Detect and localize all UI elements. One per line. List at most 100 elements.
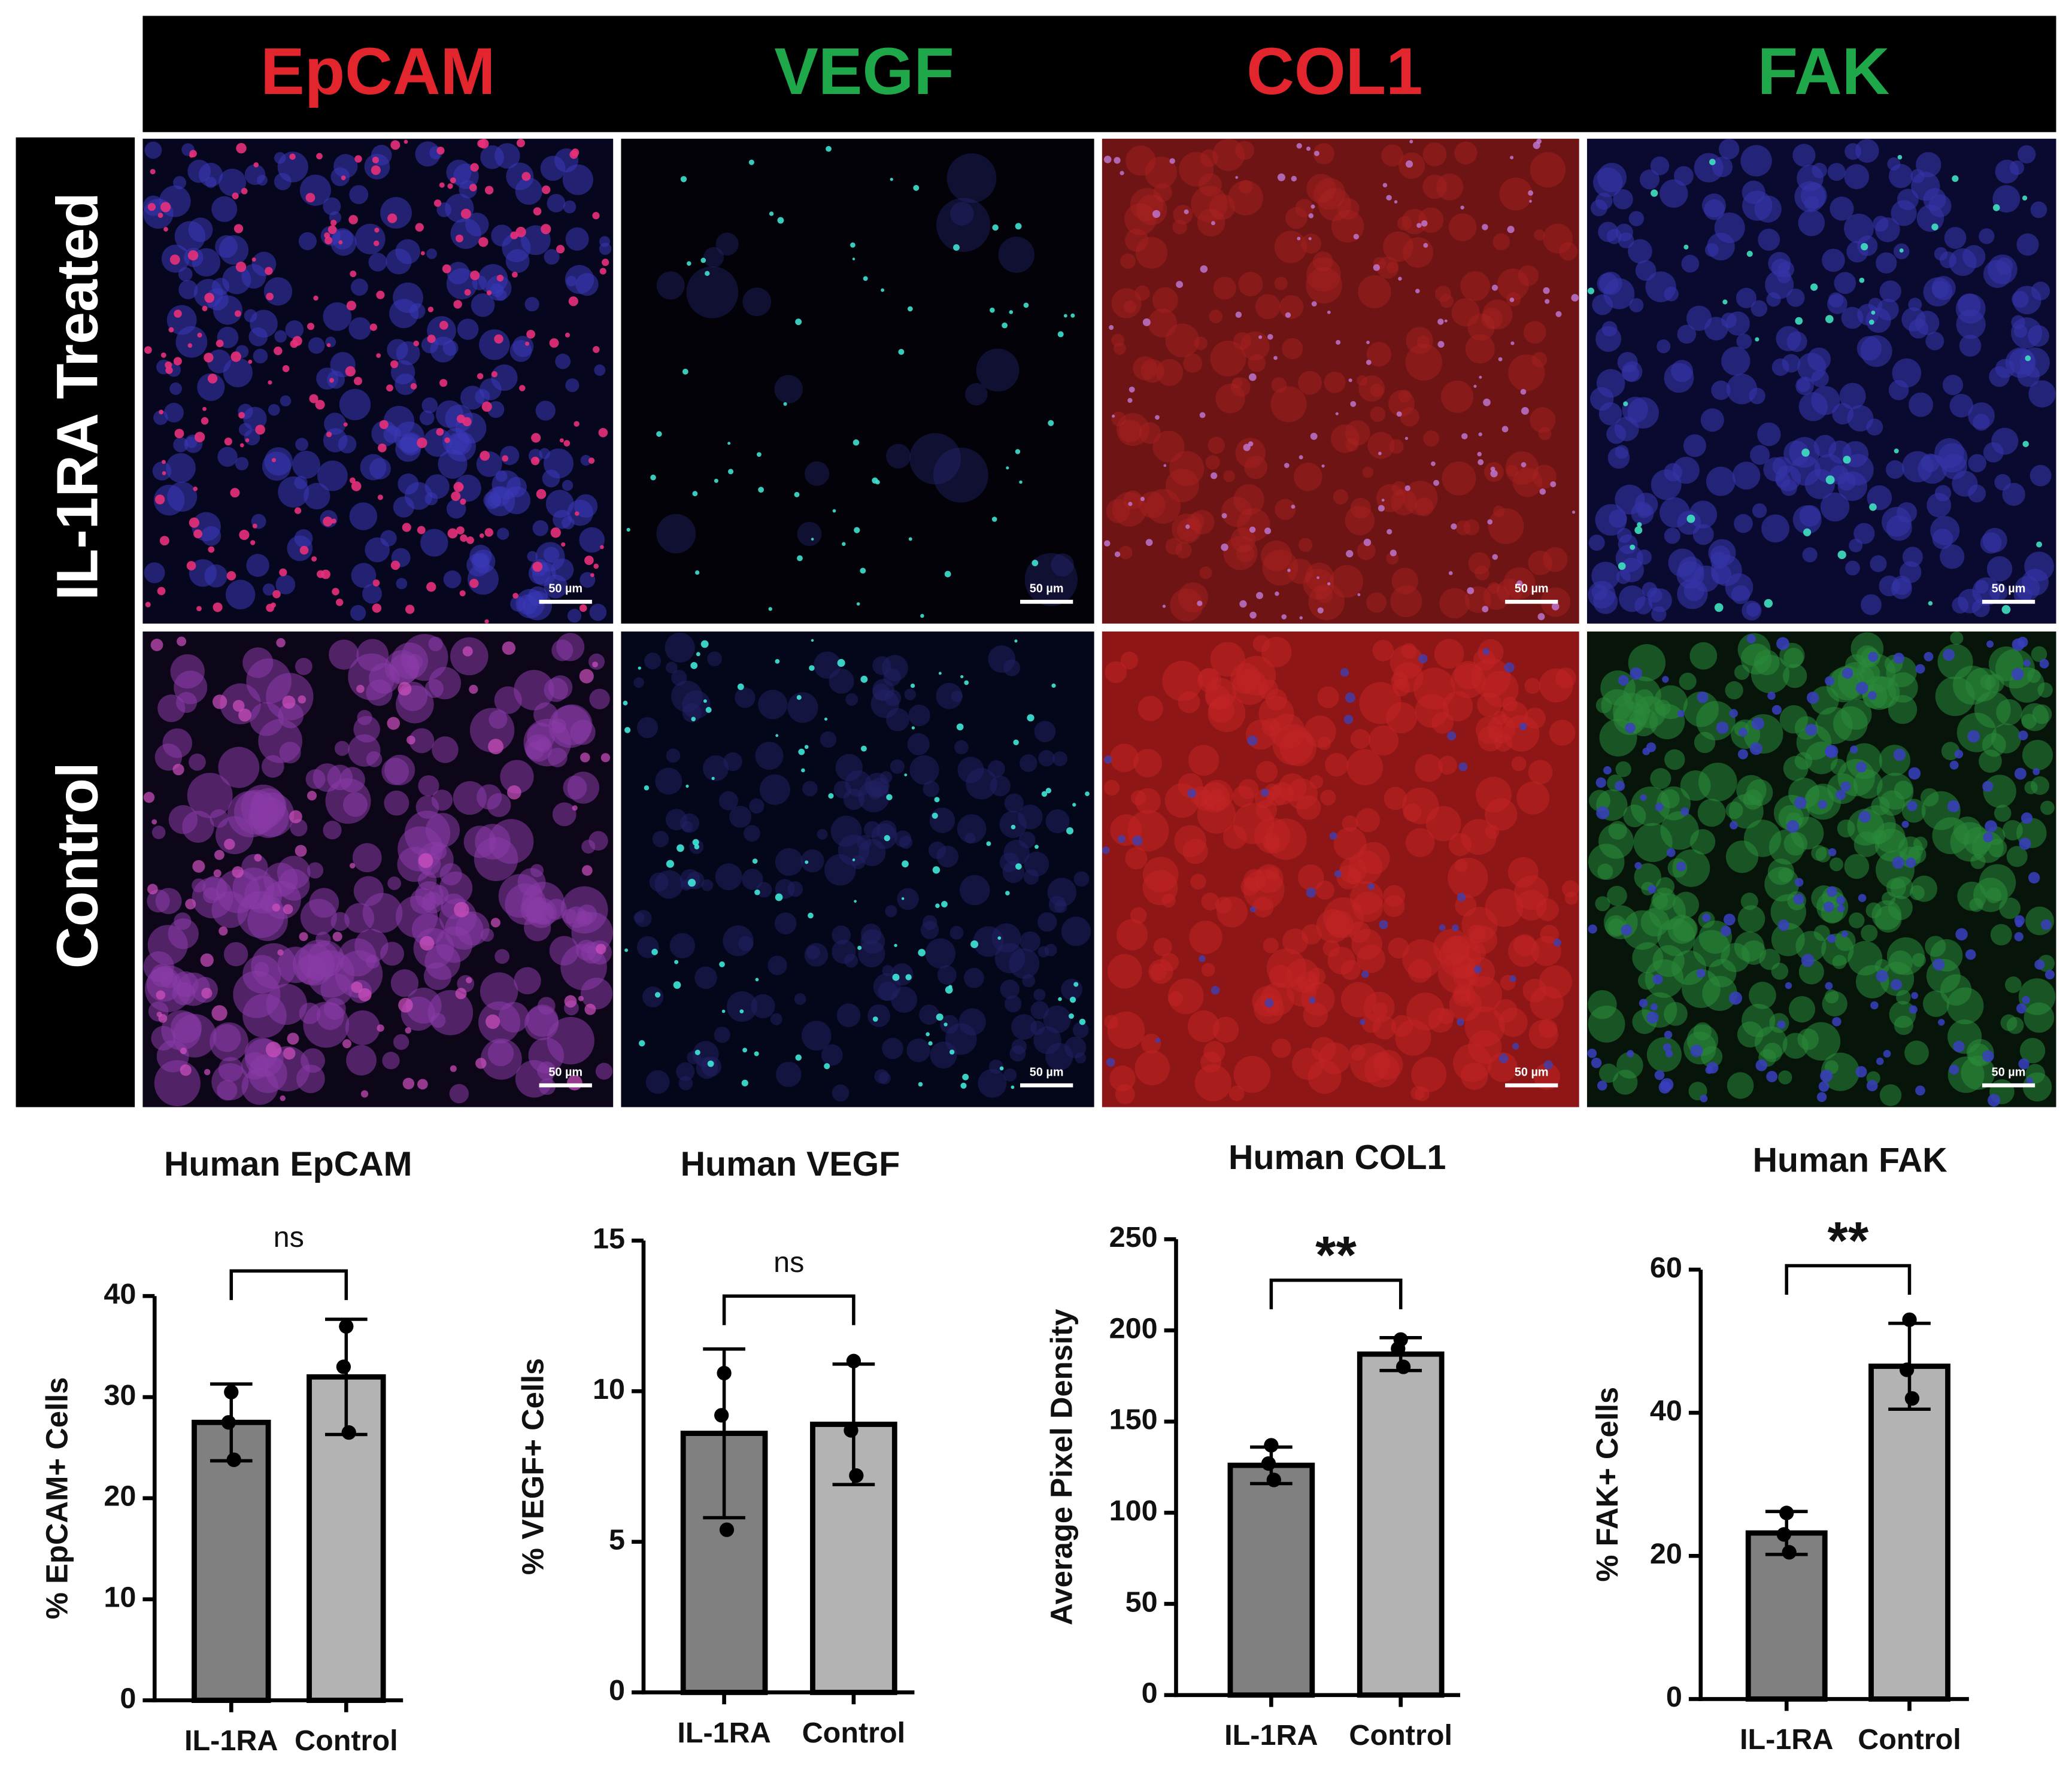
micrograph-texture bbox=[295, 845, 307, 857]
micrograph-texture bbox=[1725, 311, 1750, 336]
micrograph-texture bbox=[1155, 1037, 1161, 1043]
micrograph-texture bbox=[2027, 669, 2041, 684]
micrograph-texture bbox=[1463, 519, 1480, 536]
micrograph-texture bbox=[1778, 1070, 1792, 1085]
micrograph-texture bbox=[692, 491, 698, 497]
micrograph-texture bbox=[2013, 286, 2041, 315]
micrograph-texture bbox=[1655, 877, 1675, 896]
micrograph-texture bbox=[1798, 392, 1828, 421]
micrograph-texture bbox=[1287, 569, 1291, 572]
micrograph-texture bbox=[1771, 358, 1789, 376]
micrograph-texture bbox=[1403, 481, 1438, 515]
micrograph-texture bbox=[285, 320, 304, 339]
x-tick-label: IL-1RA bbox=[1224, 1719, 1318, 1751]
micrograph-texture bbox=[929, 807, 955, 833]
micrograph-texture bbox=[1451, 523, 1457, 530]
micrograph-texture bbox=[1133, 749, 1162, 778]
micrograph-texture bbox=[2024, 781, 2038, 794]
micrograph-texture bbox=[949, 1049, 955, 1055]
micrograph-texture bbox=[2022, 195, 2028, 201]
micrograph-texture bbox=[1051, 683, 1056, 688]
micrograph-texture bbox=[2006, 846, 2028, 867]
micrograph-texture bbox=[1406, 327, 1433, 354]
micrograph-texture bbox=[1189, 921, 1222, 954]
micrograph-texture bbox=[271, 458, 276, 463]
micrograph-texture bbox=[1416, 223, 1422, 228]
micrograph-texture bbox=[707, 651, 722, 667]
micrograph-texture bbox=[715, 232, 739, 256]
micrograph-texture bbox=[427, 335, 436, 344]
micrograph-texture bbox=[578, 995, 584, 1001]
micrograph-texture bbox=[1018, 804, 1043, 830]
micrograph-texture bbox=[1153, 937, 1172, 957]
micrograph-texture bbox=[1840, 781, 1851, 792]
micrograph-texture bbox=[1191, 186, 1228, 223]
micrograph-texture bbox=[537, 1061, 556, 1080]
micrograph-texture bbox=[1373, 264, 1380, 271]
micrograph-texture bbox=[1952, 175, 1959, 182]
micrograph-texture bbox=[594, 364, 606, 376]
significance-bracket bbox=[1269, 1278, 1403, 1310]
micrograph-texture bbox=[906, 1038, 930, 1062]
micrograph-texture bbox=[1111, 288, 1142, 318]
y-tick-label: 60 bbox=[1650, 1252, 1682, 1284]
scale-bar bbox=[1982, 1083, 2035, 1088]
micrograph-texture bbox=[1737, 905, 1765, 933]
micrograph-texture bbox=[1941, 454, 1967, 479]
micrograph-texture bbox=[160, 352, 166, 358]
micrograph-texture bbox=[1047, 878, 1077, 907]
micrograph-texture bbox=[187, 343, 193, 348]
micrograph-texture bbox=[1423, 242, 1428, 248]
micrograph-texture bbox=[1236, 544, 1255, 563]
micrograph-texture bbox=[1190, 509, 1215, 535]
micrograph-texture bbox=[192, 248, 221, 277]
micrograph-texture bbox=[1902, 547, 1923, 567]
micrograph-texture bbox=[390, 140, 401, 150]
x-tick-label: IL-1RA bbox=[677, 1717, 770, 1749]
micrograph-texture bbox=[543, 547, 560, 563]
micrograph-texture bbox=[230, 351, 241, 362]
micrograph-texture bbox=[797, 555, 803, 561]
micrograph-texture bbox=[1794, 796, 1807, 809]
micrograph-texture bbox=[728, 469, 734, 475]
column-header-bar bbox=[142, 16, 2056, 132]
micrograph-texture bbox=[1248, 354, 1266, 372]
data-point bbox=[1899, 1362, 1915, 1377]
micrograph-texture bbox=[1156, 359, 1184, 386]
micrograph-texture bbox=[283, 904, 293, 915]
micrograph-texture bbox=[1110, 743, 1139, 772]
micrograph-texture bbox=[239, 443, 244, 448]
micrograph-texture bbox=[469, 578, 479, 588]
micrograph-texture bbox=[1883, 1050, 1891, 1058]
micrograph-texture bbox=[280, 1095, 286, 1101]
y-axis-label: % VEGF+ Cells bbox=[515, 1358, 550, 1575]
micrograph-texture bbox=[1240, 877, 1260, 896]
micrograph-texture bbox=[1284, 463, 1290, 468]
micrograph-texture bbox=[303, 1001, 350, 1048]
micrograph-texture bbox=[1361, 970, 1369, 978]
micrograph-texture bbox=[208, 546, 215, 553]
micrograph-texture bbox=[169, 254, 180, 265]
data-point bbox=[1396, 1359, 1411, 1374]
micrograph-texture bbox=[1542, 547, 1568, 572]
micrograph-texture bbox=[836, 1003, 861, 1027]
micrograph-texture bbox=[757, 452, 762, 457]
micrograph-texture bbox=[1523, 321, 1546, 344]
micrograph-texture bbox=[1235, 311, 1242, 318]
micrograph-texture bbox=[1134, 285, 1150, 300]
data-point bbox=[1776, 1527, 1791, 1542]
micrograph-texture bbox=[323, 302, 352, 331]
micrograph-texture bbox=[1694, 153, 1724, 183]
micrograph-texture bbox=[1509, 975, 1516, 982]
micrograph-texture bbox=[1696, 969, 1706, 978]
micrograph-texture bbox=[1394, 200, 1398, 204]
micrograph-texture bbox=[491, 371, 498, 378]
micrograph-texture bbox=[327, 225, 337, 235]
micrograph-texture bbox=[564, 995, 577, 1008]
micrograph-texture bbox=[1310, 432, 1318, 440]
micrograph-texture bbox=[1009, 1045, 1026, 1062]
micrograph-texture bbox=[1358, 375, 1385, 402]
micrograph-texture bbox=[700, 640, 709, 648]
micrograph-texture bbox=[1478, 459, 1484, 466]
